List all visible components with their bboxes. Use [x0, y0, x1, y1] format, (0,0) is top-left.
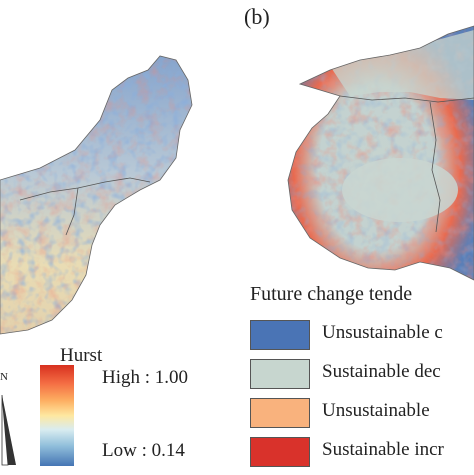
legend-swatch [250, 398, 310, 428]
legend-swatch [250, 359, 310, 389]
hurst-low-label: Low : 0.14 [102, 440, 185, 461]
panel-b-label: (b) [244, 4, 270, 29]
hurst-legend-title: Hurst [60, 345, 103, 366]
hurst-map [0, 55, 193, 335]
legend-swatch [250, 437, 310, 467]
legend-item-label: Unsustainable c [322, 322, 443, 343]
legend-swatch [250, 320, 310, 350]
legend-item-label: Sustainable dec [322, 361, 441, 382]
north-arrow-icon [1, 394, 16, 466]
legend-item-label: Sustainable incr [322, 439, 444, 460]
tendency-map [287, 25, 474, 281]
hurst-high-label: High : 1.00 [102, 367, 189, 388]
north-label: N [0, 371, 8, 383]
trend-legend-title: Future change tende [250, 283, 413, 305]
hurst-color-ramp [40, 365, 74, 466]
legend-item-label: Unsustainable [322, 400, 430, 421]
